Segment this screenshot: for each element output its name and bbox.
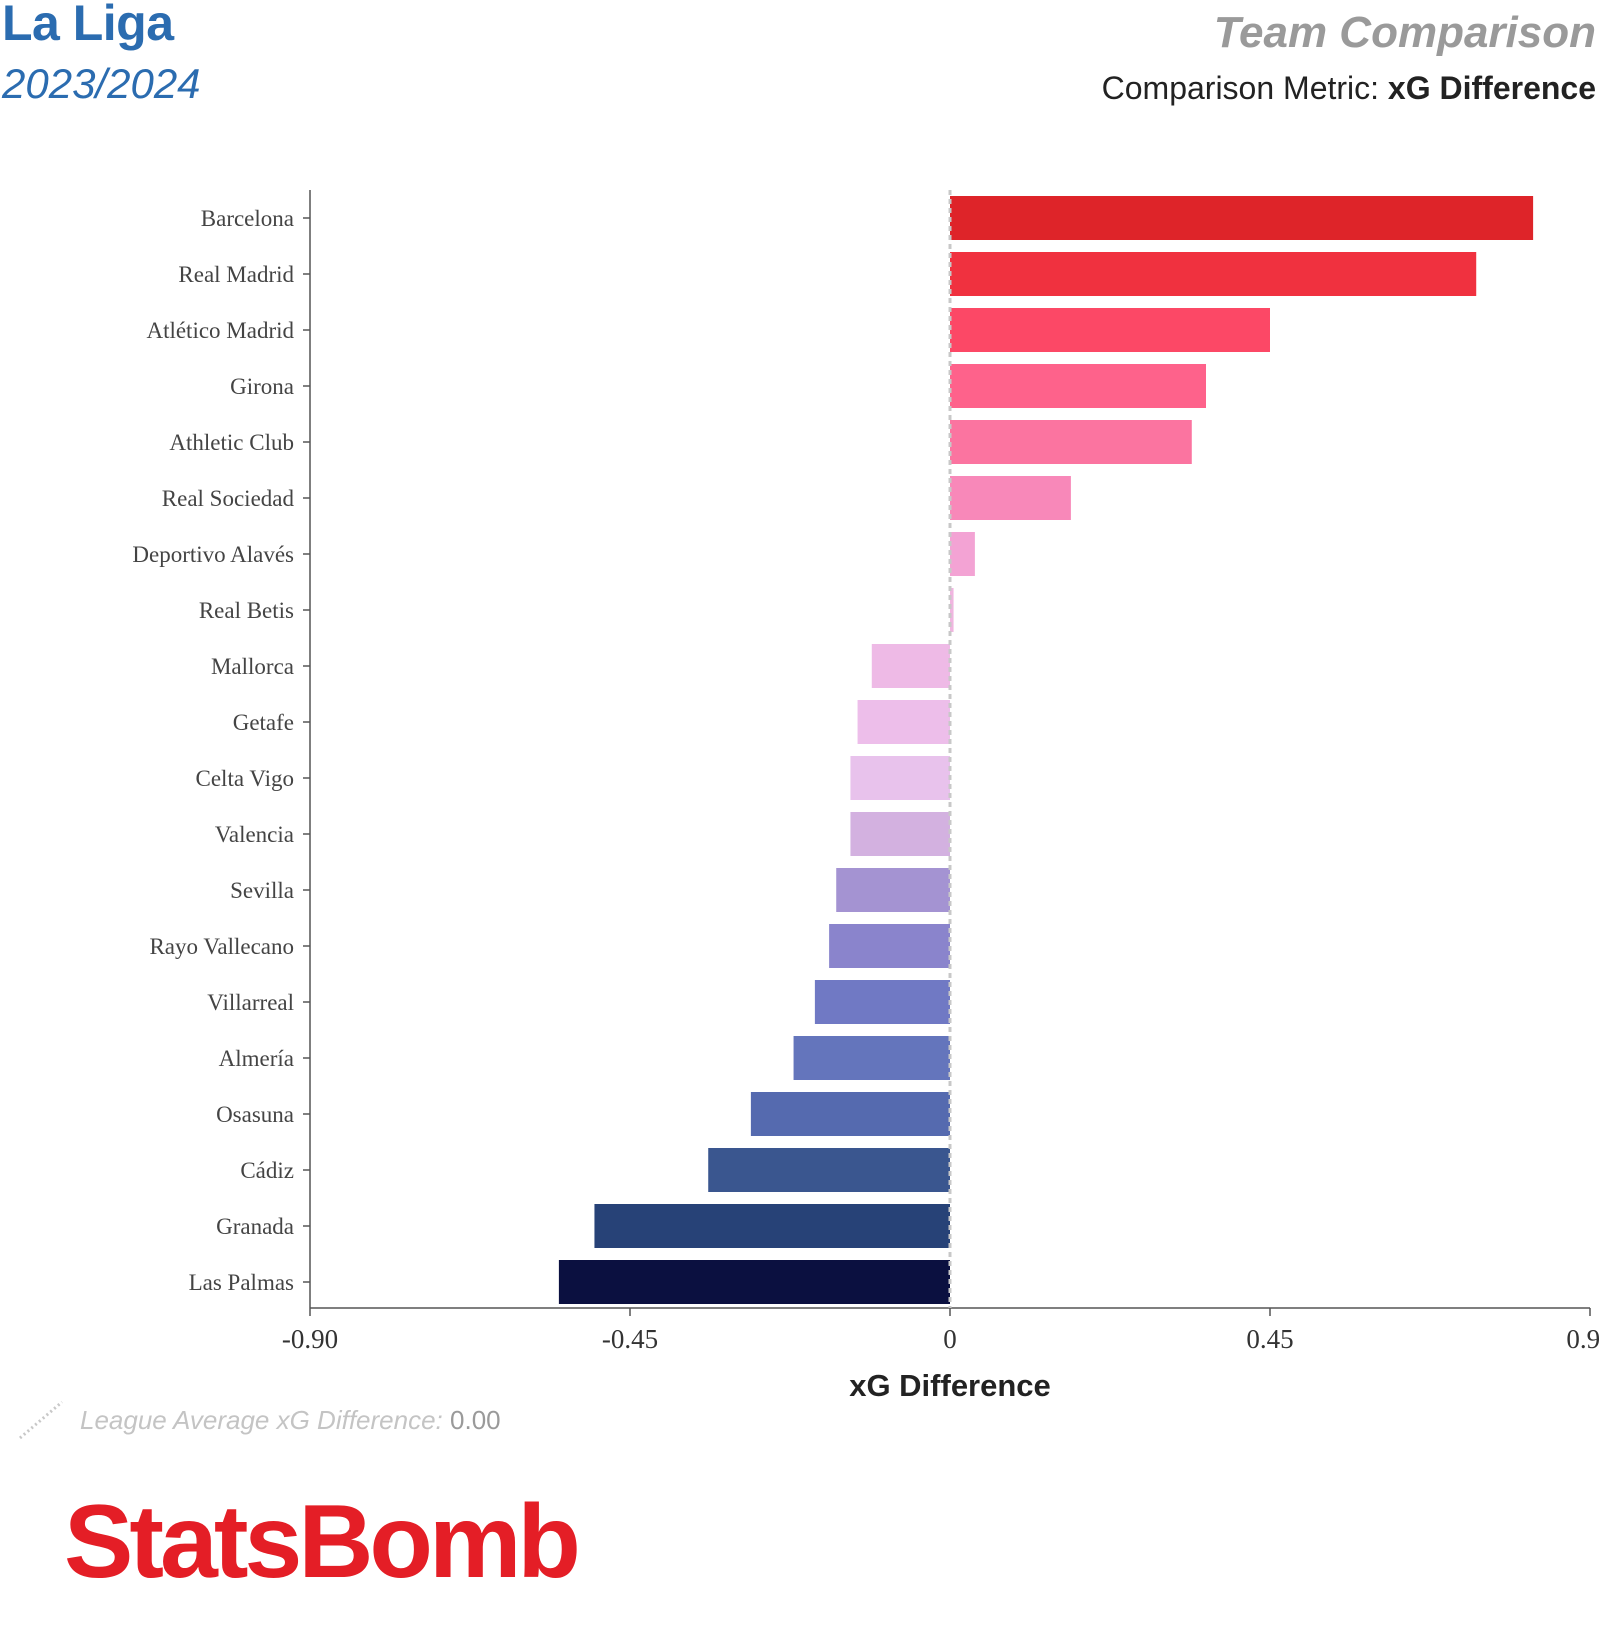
bar-16 [750,1092,950,1136]
dotted-line-legend-icon [19,1400,63,1440]
bar-2 [950,308,1270,352]
comparison-title: Team Comparison [1213,8,1596,57]
bar-14 [814,980,950,1024]
bar-1 [950,252,1477,296]
bar-15 [793,1036,950,1080]
bar-17 [708,1148,950,1192]
x-tick-label: 0 [943,1324,957,1354]
bar-6 [950,532,975,576]
bar-3 [950,364,1206,408]
season-label: 2023/2024 [2,60,201,107]
category-label: Deportivo Alavés [132,542,294,567]
category-label: Celta Vigo [196,766,295,791]
category-label: Osasuna [216,1102,294,1127]
bar-chart: Barcelona Real Madrid Atlético Madrid Giron… [132,190,1600,1403]
x-axis-title: xG Difference [849,1368,1051,1403]
metric-line: Comparison Metric: xG Difference [1102,70,1596,107]
x-tick-label: 0.45 [1246,1324,1293,1354]
bar-5 [950,476,1071,520]
metric-name: xG Difference [1387,70,1596,106]
category-label: Real Betis [199,598,294,623]
bar-0 [950,196,1534,240]
x-tick-label: -0.45 [602,1324,658,1354]
league-average-value: 0.00 [450,1405,501,1435]
category-label: Real Madrid [178,262,294,287]
x-tick-label: -0.90 [282,1324,338,1354]
bar-11 [850,812,950,856]
category-label: Las Palmas [189,1270,294,1295]
league-title: La Liga [2,0,174,51]
category-label: Girona [230,374,294,399]
category-label: Getafe [233,710,294,735]
category-label: Atlético Madrid [146,318,294,343]
category-label: Almería [219,1046,294,1071]
category-label: Valencia [215,822,294,847]
statsbomb-logo: StatsBomb [64,1484,581,1600]
category-label: Rayo Vallecano [149,934,294,959]
x-tick-label: 0.90 [1566,1324,1600,1354]
category-label: Real Sociedad [162,486,295,511]
bar-12 [836,868,950,912]
bar-19 [558,1260,950,1304]
category-label: Athletic Club [169,430,294,455]
bar-9 [857,700,950,744]
bar-10 [850,756,950,800]
bar-4 [950,420,1192,464]
category-label: Granada [216,1214,294,1239]
league-average-note: League Average xG Difference: 0.00 [80,1405,501,1436]
bar-8 [871,644,950,688]
category-label: Cádiz [240,1158,294,1183]
bar-7 [950,588,954,632]
league-average-label: League Average xG Difference: [80,1405,443,1435]
bar-13 [829,924,950,968]
category-label: Mallorca [211,654,294,679]
category-label: Barcelona [201,206,294,231]
bar-18 [594,1204,950,1248]
metric-prefix: Comparison Metric: [1101,70,1388,106]
category-label: Villarreal [207,990,294,1015]
category-label: Sevilla [230,878,294,903]
